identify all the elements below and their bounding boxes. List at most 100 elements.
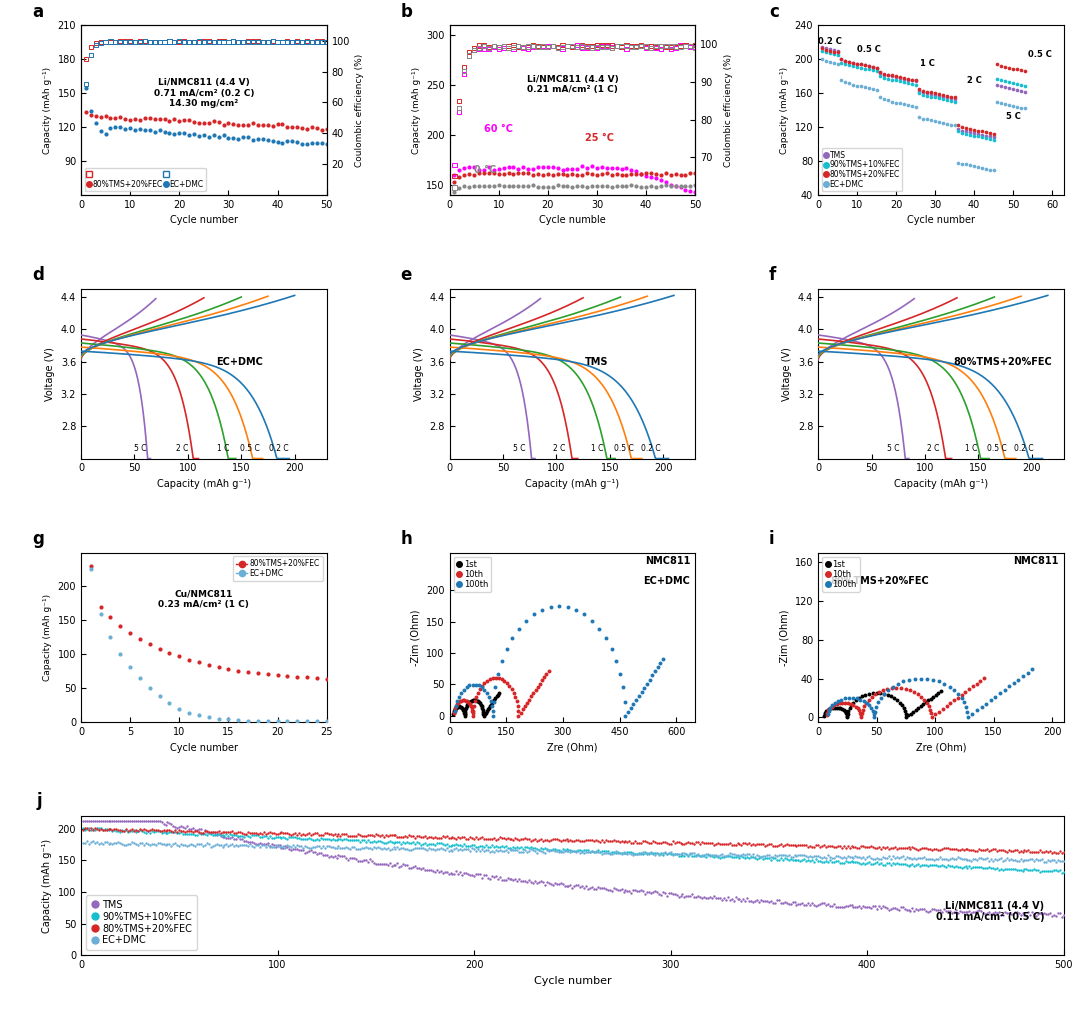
- Point: [175, 825, 192, 842]
- Point: [403, 860, 420, 876]
- Point: [931, 849, 948, 865]
- Point: [471, 40, 488, 56]
- Point: [558, 878, 576, 894]
- Point: [171, 33, 188, 50]
- Point: [535, 874, 552, 890]
- Point: [102, 835, 119, 851]
- Point: [599, 882, 617, 898]
- Point: [470, 866, 487, 882]
- Point: [834, 701, 851, 717]
- Point: [849, 849, 866, 865]
- Point: [405, 827, 422, 844]
- Point: [363, 853, 380, 869]
- Point: [689, 846, 706, 862]
- Point: [849, 840, 866, 856]
- Point: [654, 846, 672, 862]
- Y-axis label: Voltage (V): Voltage (V): [414, 347, 423, 401]
- Point: [451, 830, 469, 847]
- Point: [384, 840, 402, 856]
- Point: [307, 839, 324, 855]
- Point: [927, 85, 944, 101]
- Point: [588, 881, 605, 897]
- Point: [868, 63, 886, 79]
- Point: [538, 832, 555, 849]
- Point: [418, 837, 435, 853]
- Point: [264, 118, 281, 134]
- Point: [688, 847, 705, 863]
- Point: [667, 846, 685, 862]
- Point: [833, 855, 850, 871]
- Point: [442, 865, 459, 881]
- Point: [861, 685, 878, 702]
- Point: [662, 166, 679, 183]
- Point: [792, 837, 809, 853]
- Point: [624, 846, 642, 862]
- Point: [156, 33, 173, 50]
- Point: [514, 178, 531, 195]
- Point: [542, 832, 559, 849]
- Point: [546, 875, 564, 891]
- Point: [206, 823, 224, 840]
- Point: [603, 832, 620, 849]
- Point: [667, 178, 685, 195]
- Point: [556, 843, 573, 859]
- Point: [147, 821, 164, 838]
- Point: [662, 41, 679, 57]
- Point: [1051, 843, 1068, 859]
- Point: [856, 686, 874, 703]
- Point: [909, 842, 927, 858]
- Point: [593, 846, 610, 862]
- Point: [842, 696, 860, 712]
- Point: [518, 840, 536, 856]
- Point: [546, 844, 564, 860]
- Point: [928, 686, 945, 703]
- Point: [171, 838, 188, 854]
- Point: [888, 94, 905, 111]
- Point: [202, 839, 219, 855]
- Point: [961, 121, 978, 137]
- Point: [539, 158, 556, 174]
- Point: [1053, 865, 1070, 881]
- Point: [313, 33, 330, 50]
- Point: [829, 853, 847, 869]
- Point: [599, 845, 617, 861]
- Point: [82, 822, 99, 839]
- Point: [855, 698, 873, 714]
- Point: [995, 853, 1012, 869]
- Point: [478, 673, 496, 690]
- Point: [535, 167, 552, 184]
- Point: [428, 830, 445, 847]
- Point: [799, 852, 816, 868]
- Point: [840, 75, 858, 91]
- Point: [1004, 907, 1022, 923]
- Point: [288, 33, 306, 50]
- Point: [338, 850, 355, 866]
- Point: [302, 830, 320, 847]
- Point: [717, 848, 734, 864]
- Point: [970, 159, 987, 175]
- Point: [593, 40, 610, 56]
- Point: [505, 684, 523, 701]
- Point: [787, 848, 805, 864]
- Point: [983, 860, 1000, 876]
- Point: [993, 58, 1010, 74]
- Point: [1004, 852, 1022, 868]
- Point: [766, 850, 783, 866]
- Point: [770, 847, 787, 863]
- Point: [875, 840, 892, 856]
- Point: [989, 56, 1007, 72]
- Point: [1016, 852, 1034, 868]
- Point: [399, 842, 416, 858]
- Point: [941, 851, 958, 867]
- Point: [510, 708, 527, 724]
- Point: [539, 165, 556, 182]
- Point: [813, 51, 831, 67]
- Point: [465, 40, 483, 56]
- Point: [658, 887, 675, 903]
- Point: [902, 682, 919, 699]
- Point: [878, 850, 895, 866]
- Point: [946, 89, 963, 105]
- Point: [460, 866, 477, 882]
- Point: [941, 858, 958, 874]
- Point: [185, 824, 202, 841]
